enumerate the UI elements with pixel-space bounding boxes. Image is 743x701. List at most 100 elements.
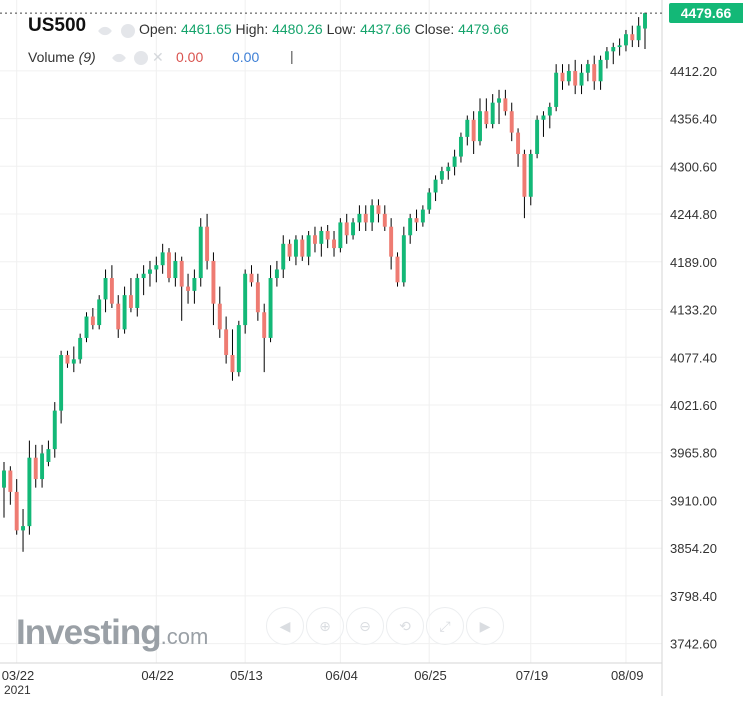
- candle-body: [306, 235, 311, 257]
- candle-body: [84, 316, 89, 338]
- low-value: 4437.66: [360, 21, 411, 37]
- candle-body: [427, 192, 432, 210]
- gear-icon[interactable]: [134, 51, 148, 65]
- candle-body: [547, 106, 552, 116]
- candle-body: [573, 71, 578, 86]
- candle-body: [46, 449, 51, 462]
- x-tick-label: 06/25: [414, 668, 447, 683]
- y-tick-label: 3854.20: [670, 541, 717, 556]
- candle-body: [21, 526, 26, 531]
- y-tick-label: 4300.60: [670, 159, 717, 174]
- candle-body: [338, 222, 343, 249]
- x-year-label: 2021: [4, 683, 31, 696]
- candle-body: [128, 295, 133, 308]
- close-label: Close:: [414, 21, 455, 37]
- candle-body: [249, 273, 254, 283]
- candle-body: [71, 359, 76, 364]
- candle-body: [319, 230, 324, 244]
- gear-icon[interactable]: [121, 24, 135, 38]
- arrow-right-icon[interactable]: ▶: [466, 607, 504, 645]
- candle-body: [351, 222, 356, 236]
- candle-body: [509, 111, 514, 133]
- candle-body: [103, 278, 108, 300]
- candle-body: [382, 213, 387, 227]
- candle-body: [167, 252, 171, 279]
- x-tick-label: 08/09: [611, 668, 644, 683]
- candle-body: [313, 235, 317, 244]
- candle-body: [528, 153, 533, 197]
- zoom-fit-icon[interactable]: ⤢: [426, 607, 464, 645]
- candle-body: [363, 213, 368, 223]
- candle-body: [52, 410, 57, 450]
- candle-body: [408, 218, 413, 236]
- candle-body: [122, 295, 127, 330]
- candle-body: [160, 252, 165, 266]
- y-tick-label: 4356.40: [670, 112, 717, 127]
- candle-body: [617, 45, 622, 48]
- candle-body: [14, 491, 19, 531]
- candle-body: [623, 34, 628, 46]
- candle-body: [90, 316, 95, 326]
- y-tick-label: 4133.20: [670, 303, 717, 318]
- low-label: Low:: [326, 21, 357, 37]
- candle-body: [255, 282, 260, 313]
- candle-body: [490, 102, 495, 125]
- candle-body: [281, 243, 286, 270]
- candle-body: [446, 166, 451, 172]
- volume-value-2: 0.00: [232, 49, 260, 65]
- candle-body: [173, 260, 178, 279]
- candle-body: [135, 278, 140, 308]
- candle-body: [503, 98, 508, 112]
- x-tick-label: 03/22: [2, 668, 35, 683]
- close-icon[interactable]: ✕: [152, 49, 164, 65]
- candle-body: [554, 72, 559, 107]
- y-tick-label: 3798.40: [670, 589, 717, 604]
- close-value: 4479.66: [458, 21, 509, 37]
- y-tick-label: 3742.60: [670, 637, 717, 652]
- candle-body: [585, 64, 590, 73]
- candle-body: [33, 457, 38, 480]
- candle-body: [211, 260, 216, 304]
- candle-body: [224, 329, 229, 356]
- arrow-left-icon[interactable]: ◀: [266, 607, 304, 645]
- symbol-name: US500: [28, 15, 87, 36]
- y-tick-label: 4021.60: [670, 398, 717, 413]
- y-tick-label: 4077.40: [670, 350, 717, 365]
- candle-body: [484, 111, 489, 125]
- investing-logo: Investing.com: [16, 613, 208, 653]
- x-tick-label: 04/22: [141, 668, 174, 683]
- high-value: 4480.26: [272, 21, 323, 37]
- candle-body: [262, 312, 267, 338]
- zoom-in-icon[interactable]: ⊕: [306, 607, 344, 645]
- candle-body: [579, 72, 584, 86]
- candle-body: [243, 273, 248, 326]
- candle-body: [344, 222, 349, 236]
- candle-body: [414, 218, 419, 223]
- candle-body: [389, 226, 394, 257]
- volume-period: (9): [78, 49, 96, 65]
- candle-body: [643, 13, 647, 29]
- candle-body: [395, 256, 400, 283]
- candle-body: [154, 265, 159, 270]
- y-tick-label: 3910.00: [670, 493, 717, 508]
- candle-body: [186, 286, 191, 291]
- candle-body: [497, 98, 501, 103]
- candle-body: [598, 59, 603, 82]
- zoom-out-icon[interactable]: ⊖: [346, 607, 384, 645]
- candle-body: [192, 278, 197, 291]
- zoom-reset-icon[interactable]: ⟲: [386, 607, 424, 645]
- candle-body: [630, 34, 635, 41]
- candle-body: [420, 209, 425, 223]
- y-tick-label: 4412.20: [670, 64, 717, 79]
- candle-body: [465, 119, 470, 137]
- candle-body: [59, 355, 64, 411]
- candle-body: [566, 71, 571, 82]
- x-tick-label: 07/19: [516, 668, 549, 683]
- candle-body: [611, 47, 616, 52]
- candle-body: [78, 337, 83, 360]
- x-tick-label: 06/04: [325, 668, 358, 683]
- volume-bar-marker: |: [290, 48, 294, 64]
- logo-main: Investing: [16, 613, 162, 652]
